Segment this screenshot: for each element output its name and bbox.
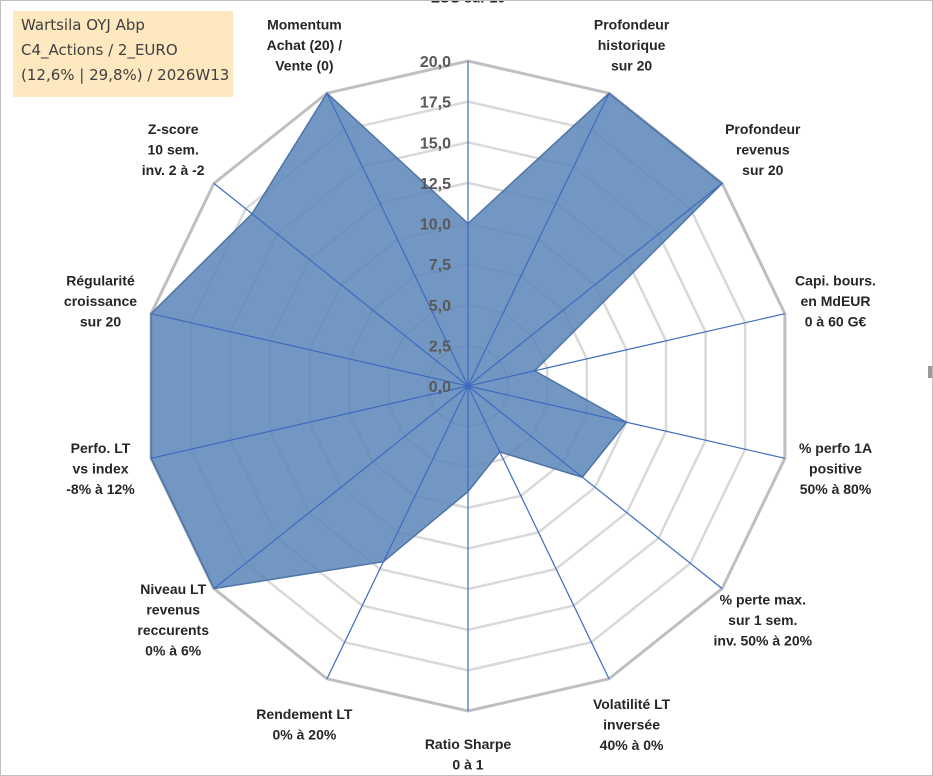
tick-label: 5,0 — [429, 298, 451, 315]
axis-label: 0% à 20% — [272, 727, 336, 743]
axis-spoke — [213, 182, 469, 387]
tick-label: 15,0 — [420, 135, 451, 152]
axis-label: en MdEUR — [801, 293, 871, 309]
stock-info-box: Wartsila OYJ Abp C4_Actions / 2_EURO (12… — [13, 11, 233, 97]
axis-label: Momentum — [267, 17, 342, 33]
scroll-marker — [928, 366, 932, 378]
axis-label: sur 20 — [742, 162, 783, 178]
axis-spoke — [213, 385, 469, 590]
axis-label-group: Profondeur historique sur 20 — [594, 17, 670, 74]
axis-label: Achat (20) / — [267, 37, 343, 53]
axis-spoke — [467, 92, 610, 387]
axis-spoke — [150, 385, 469, 459]
tick-label: 10,0 — [420, 217, 451, 234]
axis-label-group: Volatilité LT inversée 40% à 0% — [593, 696, 671, 753]
axis-label: Z-score — [148, 121, 199, 137]
axis-label-group: NoteESG sur 20 — [431, 1, 506, 6]
axis-label-group: Rendement LT 0% à 20% — [256, 706, 353, 743]
axis-label: Niveau LT — [140, 581, 206, 597]
axis-label-group: Profondeur revenus sur 20 — [725, 121, 801, 178]
tick-label: 17,5 — [420, 95, 451, 112]
axis-label-group: Perfo. LT vs index -8% à 12% — [66, 440, 135, 497]
axis-label: positive — [809, 461, 862, 477]
axis-label: historique — [598, 37, 666, 53]
axis-label: % perte max. — [720, 591, 806, 607]
axis-label: 50% à 80% — [800, 481, 872, 497]
axis-spoke — [467, 182, 723, 387]
axis-label: sur 20 — [611, 58, 652, 74]
axis-label: croissance — [64, 293, 137, 309]
tick-label: 20,0 — [420, 54, 451, 71]
axis-label-group: Capi. bours. en MdEUR 0 à 60 G€ — [795, 272, 876, 329]
axis-spoke — [467, 385, 723, 590]
axis-label: sur 20 — [80, 313, 121, 329]
axis-spoke — [467, 385, 786, 459]
axis-spoke — [326, 92, 469, 387]
axis-label: Capi. bours. — [795, 272, 876, 288]
axis-label-group: Z-score 10 sem. inv. 2 à -2 — [142, 121, 205, 178]
axis-label: 0 à 1 — [452, 757, 483, 773]
axis-label: inv. 50% à 20% — [714, 632, 813, 648]
tick-label: 12,5 — [420, 176, 451, 193]
axis-label-group: Momentum Achat (20) / Vente (0) — [267, 17, 343, 74]
axis-label: Ratio Sharpe — [425, 736, 512, 752]
radar-tick-labels: 0,0 2,5 5,0 7,5 10,0 12,5 15,0 17,5 20,0 — [420, 54, 451, 396]
axis-label: inversée — [603, 716, 660, 732]
axis-label: revenus — [736, 142, 790, 158]
stock-category: C4_Actions / 2_EURO — [21, 41, 178, 59]
axis-label: 40% à 0% — [600, 737, 664, 753]
axis-label: sur 1 sem. — [728, 612, 797, 628]
axis-label: Perfo. LT — [71, 440, 131, 456]
axis-label-group: Ratio Sharpe 0 à 1 — [425, 736, 512, 773]
tick-label: 2,5 — [429, 338, 451, 355]
axis-spoke — [467, 313, 786, 387]
axis-label: 10 sem. — [148, 142, 199, 158]
axis-label: revenus — [146, 602, 200, 618]
axis-label: ESG sur 20 — [431, 1, 506, 6]
tick-label: 7,5 — [429, 257, 451, 274]
axis-label: vs index — [72, 461, 128, 477]
axis-spoke — [150, 313, 469, 387]
axis-label-group: Régularité croissance sur 20 — [64, 272, 137, 329]
radar-spokes — [150, 61, 786, 711]
stock-stats: (12,6% | 29,8%) / 2026W13 — [21, 66, 230, 84]
stock-name: Wartsila OYJ Abp — [21, 16, 145, 34]
axis-label: inv. 2 à -2 — [142, 162, 205, 178]
axis-label: Profondeur — [594, 17, 670, 33]
axis-label-group: % perte max. sur 1 sem. inv. 50% à 20% — [714, 591, 813, 648]
axis-spoke — [467, 385, 610, 680]
axis-label: -8% à 12% — [66, 481, 135, 497]
axis-label: % perfo 1A — [799, 440, 872, 456]
axis-label-group: % perfo 1A positive 50% à 80% — [799, 440, 872, 497]
radar-axis-labels: NoteESG sur 20 Profondeur historique sur 20… — [64, 1, 876, 773]
axis-label: 0 à 60 G€ — [805, 313, 867, 329]
axis-label: Rendement LT — [256, 706, 353, 722]
axis-spoke — [326, 385, 469, 680]
axis-label: Vente (0) — [275, 58, 333, 74]
axis-label: 0% à 6% — [145, 643, 202, 659]
axis-label-group: Niveau LT revenus reccurents 0% à 6% — [137, 581, 209, 659]
axis-label: reccurents — [137, 622, 209, 638]
axis-label: Volatilité LT — [593, 696, 671, 712]
axis-label: Profondeur — [725, 121, 801, 137]
axis-label: Régularité — [66, 272, 135, 288]
tick-label: 0,0 — [429, 379, 451, 396]
